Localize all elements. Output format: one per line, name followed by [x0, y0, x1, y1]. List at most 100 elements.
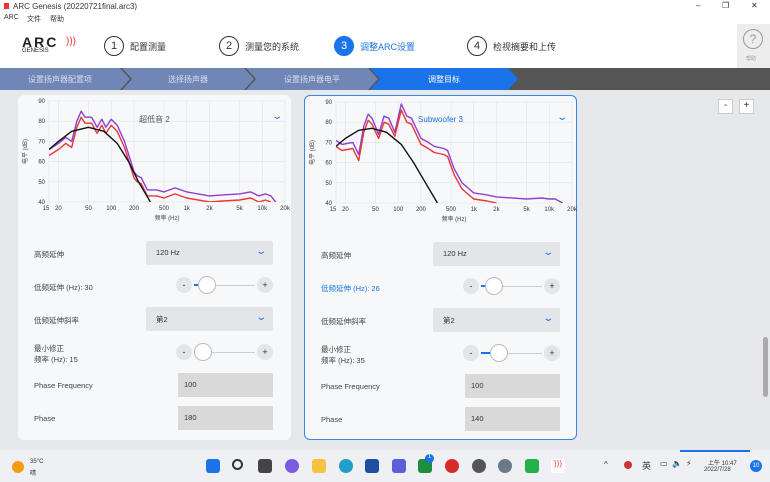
menu-file[interactable]: 文件	[27, 16, 41, 23]
breadcrumb-select-speakers[interactable]: 选择扬声器	[122, 68, 254, 90]
x-tick-label: 500	[159, 206, 170, 212]
min-corr-label: 最小修正 频率 (Hz): 15	[34, 344, 78, 364]
line-icon[interactable]	[525, 459, 539, 473]
chevron-down-icon: ⌄	[541, 313, 554, 324]
measured-response-line	[49, 110, 277, 202]
y-axis-label: 电平 (dB)	[21, 139, 29, 164]
phase-input[interactable]: 180	[178, 406, 273, 430]
phase-input[interactable]: 140	[465, 407, 560, 431]
high-ext-label: 高频延伸	[34, 250, 64, 259]
slider-track	[481, 352, 542, 354]
decrement-button[interactable]: -	[176, 344, 192, 360]
slider-track	[194, 351, 255, 353]
minimize-button[interactable]: –	[696, 1, 701, 10]
y-tick-label: 60	[325, 161, 332, 167]
battery-icon[interactable]: ⚡	[686, 459, 692, 468]
weather-sun-icon	[12, 461, 24, 473]
slider-thumb[interactable]	[194, 343, 212, 361]
frequency-response-chart: 15 20 50 100 200 500 1k 2k 5k 10k 20k 40 50 60 70 80 90 频…	[308, 100, 578, 223]
frequency-response-chart: 15 20 50 100 200 500 1k 2k 5k 10k 20k 40 50 60 70 80 90 频…	[21, 99, 291, 222]
slope-dropdown[interactable]: 第2 ⌄	[433, 308, 560, 332]
y-tick-label: 60	[38, 160, 45, 166]
phase-frequency-input[interactable]: 100	[178, 373, 273, 397]
breadcrumb: 设置扬声器配置项 选择扬声器 设置扬声器电平 调整目标	[0, 68, 770, 90]
min-corr-slider[interactable]: - +	[463, 344, 560, 362]
teams-chat-icon[interactable]	[285, 459, 299, 473]
app-icon-blue[interactable]	[392, 459, 406, 473]
step-2[interactable]: 2 测量您的系统	[219, 36, 299, 56]
phase-frequency-input[interactable]: 100	[465, 374, 560, 398]
tray-app-icon[interactable]	[624, 461, 632, 469]
start-icon[interactable]	[206, 459, 220, 473]
increment-button[interactable]: +	[544, 345, 560, 361]
search-icon[interactable]	[232, 459, 243, 470]
network-icon[interactable]: ▭	[660, 459, 668, 468]
y-tick-label: 90	[325, 100, 332, 106]
step-1[interactable]: 1 配置测量	[104, 36, 166, 56]
x-axis-label: 频率 (Hz)	[442, 215, 467, 223]
close-button[interactable]: ✕	[751, 1, 758, 10]
settings-gear-icon[interactable]	[498, 459, 512, 473]
increment-button[interactable]: +	[257, 344, 273, 360]
breadcrumb-speaker-config[interactable]: 设置扬声器配置项	[0, 68, 130, 90]
slider-thumb[interactable]	[198, 276, 217, 294]
menu-arc[interactable]: ARC	[4, 14, 19, 21]
x-tick-label: 100	[106, 206, 117, 212]
ime-indicator[interactable]: 英	[642, 461, 652, 471]
x-tick-label: 500	[446, 207, 457, 213]
decrement-button[interactable]: -	[463, 345, 479, 361]
step-4[interactable]: 4 检视摘要和上传	[467, 36, 556, 56]
x-axis-label: 频率 (Hz)	[155, 214, 180, 222]
x-tick-label: 15	[43, 206, 50, 212]
notification-count-badge[interactable]: 10	[750, 460, 762, 472]
tray-chevron-icon[interactable]: ^	[604, 460, 608, 469]
y-tick-label: 70	[325, 140, 332, 146]
slider-thumb[interactable]	[485, 277, 504, 295]
x-tick-label: 2k	[206, 206, 213, 212]
min-corr-slider[interactable]: - +	[176, 343, 273, 361]
x-tick-label: 15	[330, 207, 337, 213]
restore-button[interactable]: ❐	[722, 1, 730, 10]
file-explorer-icon[interactable]	[312, 459, 326, 473]
slider-thumb[interactable]	[489, 344, 508, 362]
weather-temp[interactable]: 35°C	[30, 459, 44, 465]
increment-button[interactable]: +	[257, 277, 273, 293]
decrement-button[interactable]: -	[176, 277, 192, 293]
slope-dropdown[interactable]: 第2 ⌄	[146, 307, 273, 331]
help-button[interactable]: ? 帮助	[737, 24, 770, 68]
zoom-in-button[interactable]: +	[739, 99, 754, 114]
speaker-select-chevron-icon[interactable]: ⌄	[270, 111, 283, 122]
target-curve-line	[49, 126, 152, 202]
speaker-card[interactable]: 15 20 50 100 200 500 1k 2k 5k 10k 20k 40 50 60 70 80 90 频…	[18, 95, 291, 440]
xbox-icon[interactable]: 1	[418, 454, 434, 473]
logo: ARC GENESIS )))	[22, 34, 76, 54]
volume-icon[interactable]: 🔈	[672, 459, 682, 468]
sound-waves-icon: )))	[66, 36, 76, 47]
task-view-icon[interactable]	[258, 459, 272, 473]
step-3[interactable]: 3 调整ARC设置	[334, 36, 415, 56]
low-ext-slider[interactable]: - +	[176, 276, 273, 294]
arc-genesis-taskbar-icon[interactable]: )))	[551, 459, 565, 473]
breadcrumb-speaker-levels[interactable]: 设置扬声器电平	[246, 68, 378, 90]
x-tick-label: 2k	[493, 207, 500, 213]
low-ext-slider[interactable]: - +	[463, 277, 560, 295]
store-icon[interactable]	[365, 459, 379, 473]
increment-button[interactable]: +	[544, 278, 560, 294]
app-icon-red[interactable]	[445, 459, 459, 473]
app-icon-dark[interactable]	[472, 459, 486, 473]
speaker-select-chevron-icon[interactable]: ⌄	[555, 112, 568, 123]
zoom-out-button[interactable]: -	[718, 99, 733, 114]
edge-icon[interactable]	[339, 459, 353, 473]
phase-frequency-label: Phase Frequency	[321, 382, 380, 391]
speaker-card[interactable]: 15 20 50 100 200 500 1k 2k 5k 10k 20k 40 50 60 70 80 90 频…	[304, 95, 578, 440]
high-ext-dropdown[interactable]: 120 Hz ⌄	[146, 241, 273, 265]
clock-time[interactable]: 上午 10:47	[708, 461, 737, 467]
decrement-button[interactable]: -	[463, 278, 479, 294]
y-tick-label: 90	[38, 99, 45, 105]
high-ext-dropdown[interactable]: 120 Hz ⌄	[433, 242, 560, 266]
scrollbar[interactable]	[762, 92, 770, 447]
menu-help[interactable]: 帮助	[50, 16, 64, 23]
scrollbar-thumb[interactable]	[763, 337, 768, 397]
clock-date[interactable]: 2022/7/28	[704, 467, 731, 473]
breadcrumb-adjust-target[interactable]: 调整目标	[370, 68, 518, 90]
